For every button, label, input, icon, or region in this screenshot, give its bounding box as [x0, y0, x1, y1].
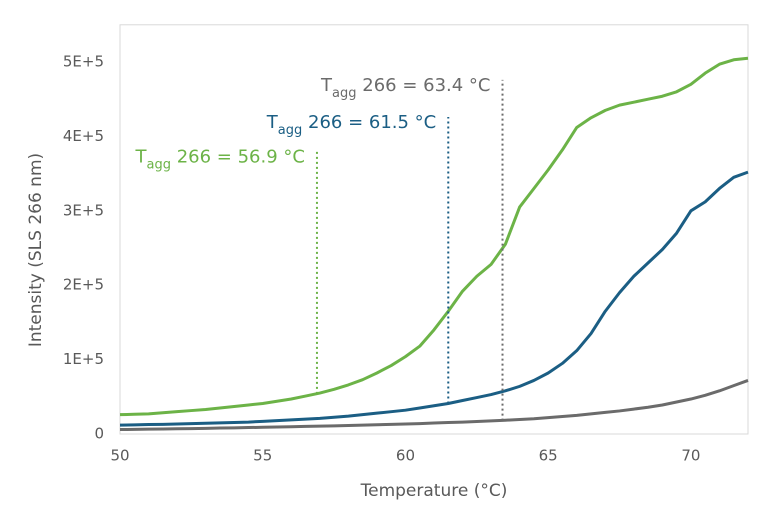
annotation-text-part: 266 = 56.9 °C [171, 146, 305, 167]
annotation-text-part: agg [146, 157, 170, 172]
data-line [119, 56, 749, 417]
plot-frame [119, 24, 749, 435]
data-line [119, 170, 749, 427]
y-tick-label: 0 [94, 425, 104, 443]
annotation-text-part: agg [332, 86, 356, 101]
annotation-text-part: T [134, 146, 147, 167]
x-axis-title: Temperature (°C) [360, 481, 508, 501]
y-axis-title: Intensity (SLS 266 nm) [26, 153, 46, 347]
x-tick-label: 50 [110, 447, 129, 465]
annotation-label: Tagg 266 = 61.5 °C [266, 112, 436, 138]
annotation-label: Tagg 266 = 63.4 °C [320, 75, 490, 101]
x-tick-label: 60 [396, 447, 415, 465]
annotation-label: Tagg 266 = 56.9 °C [134, 146, 304, 172]
y-tick-label: 4E+5 [63, 127, 104, 145]
annotation-text-part: 266 = 61.5 °C [302, 112, 436, 133]
y-tick-label: 3E+5 [63, 201, 104, 219]
y-tick-label: 5E+5 [63, 53, 104, 71]
x-tick-label: 55 [253, 447, 272, 465]
annotation-text-part: 266 = 63.4 °C [357, 75, 491, 96]
x-tick-label: 70 [681, 447, 700, 465]
x-tick-label: 65 [539, 447, 558, 465]
annotation-text-part: T [320, 75, 333, 96]
data-line [119, 379, 749, 432]
annotation-text-part: agg [278, 123, 302, 138]
annotation-text-part: T [266, 112, 279, 133]
y-tick-label: 1E+5 [63, 350, 104, 368]
y-tick-label: 2E+5 [63, 276, 104, 294]
